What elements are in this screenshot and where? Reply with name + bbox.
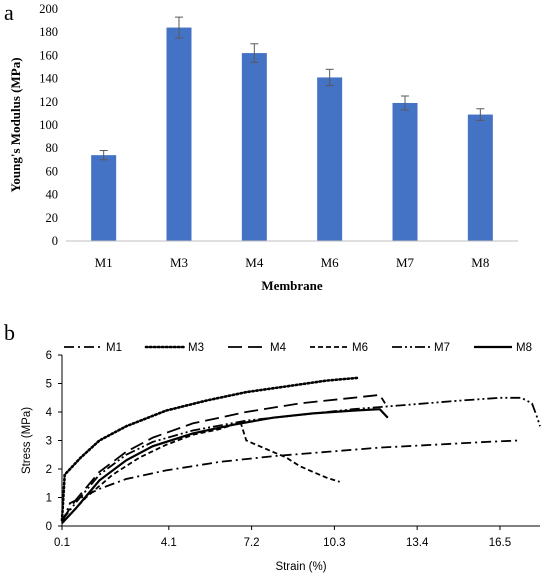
bar-y-tick-label: 20 (46, 211, 59, 225)
legend-label-m7: M7 (434, 342, 450, 354)
line-y-axis-label: Stress (MPa) (21, 407, 33, 474)
line-y-tick-label: 3 (46, 436, 52, 448)
bar-y-tick-label: 180 (39, 25, 58, 39)
line-chart-panel: b M1 M3 M4 M6 M7 M8 0 1 2 3 4 5 6 0.1 4.1 7.2 10.3 13.4… (4, 320, 541, 573)
panel-label-b: b (4, 320, 15, 345)
line-x-tick-label: 7.2 (244, 537, 260, 549)
bar-x-tick-label: M3 (170, 255, 188, 270)
legend-label-m1: M1 (106, 342, 122, 354)
bar-y-tick-label: 140 (39, 72, 58, 86)
line-x-tick-label: 0.1 (54, 537, 70, 549)
series-line-m1 (61, 439, 519, 524)
legend-label-m4: M4 (270, 342, 287, 354)
bar-x-tick-label: M7 (396, 255, 415, 270)
legend-label-m3: M3 (188, 342, 204, 354)
line-y-tick-label: 4 (46, 407, 53, 419)
bar (317, 77, 343, 241)
bar-x-tick-label: M4 (245, 255, 264, 270)
line-x-tick-label: 16.5 (489, 537, 511, 549)
line-x-tick-label: 13.4 (406, 537, 429, 549)
bars (91, 27, 493, 242)
legend: M1 M3 M4 M6 M7 M8 (64, 342, 532, 354)
series-lines (60, 376, 541, 524)
bar-y-tick-label: 160 (39, 48, 58, 62)
panel-label-a: a (4, 0, 14, 25)
line-y-tick-label: 0 (46, 521, 52, 533)
line-y-tick-label: 1 (46, 493, 52, 505)
bar-y-tick-label: 200 (39, 2, 58, 16)
bar (467, 114, 493, 241)
legend-label-m6: M6 (352, 342, 368, 354)
bar-y-tick-label: 120 (39, 95, 58, 109)
bar (241, 53, 267, 241)
line-x-ticks: 0.1 4.1 7.2 10.3 13.4 16.5 (54, 526, 511, 549)
bar-y-tick-label: 40 (46, 188, 59, 202)
line-y-tick-label: 5 (46, 379, 52, 391)
series-line-m4 (61, 393, 386, 521)
line-y-tick-label: 6 (46, 350, 52, 362)
line-x-tick-label: 4.1 (161, 537, 177, 549)
line-x-tick-label: 10.3 (323, 537, 345, 549)
bar-chart-panel: a 0 20 40 60 80 100 120 140 160 180 200 M1 M3 M4 M6 M7… (4, 0, 518, 293)
bar-y-tick-label: 100 (39, 118, 58, 132)
bar-x-tick-label: M6 (321, 255, 340, 270)
series-line-m7 (61, 396, 541, 521)
series-line-m8 (61, 408, 389, 524)
bar-y-ticks: 0 20 40 60 80 100 120 140 160 180 200 (39, 2, 58, 248)
bar (91, 155, 117, 241)
bar-y-tick-label: 80 (46, 141, 59, 155)
bar (392, 102, 418, 242)
bar-x-axis-label: Membrane (261, 278, 323, 293)
error-bars (99, 16, 485, 161)
bar-y-tick-label: 60 (46, 164, 59, 178)
bar-x-ticks: M1 M3 M4 M6 M7 M8 (95, 255, 490, 270)
bar-y-tick-label: 0 (52, 234, 58, 248)
bar-y-axis-label: Young's Modulus (MPa) (8, 57, 23, 192)
legend-label-m8: M8 (516, 342, 532, 354)
line-x-axis-label: Strain (%) (275, 561, 326, 573)
line-y-tick-label: 2 (46, 464, 52, 476)
line-y-ticks: 0 1 2 3 4 5 6 (46, 350, 62, 533)
bar (166, 27, 192, 242)
series-line-m3 (60, 376, 360, 522)
bar-x-tick-label: M1 (95, 255, 113, 270)
bar-x-tick-label: M8 (471, 255, 489, 270)
